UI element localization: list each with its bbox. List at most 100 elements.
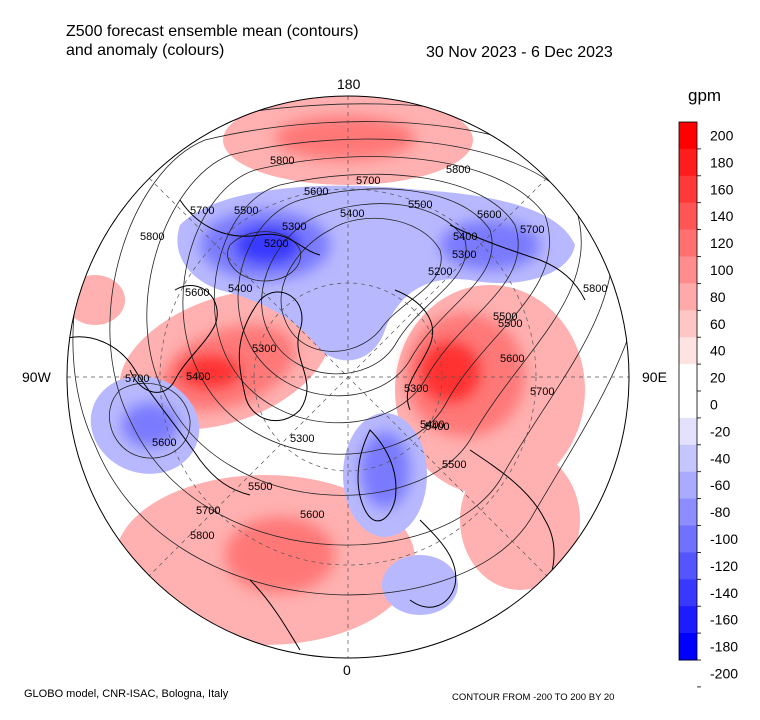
contour-label: 5800 <box>446 164 470 176</box>
colorbar-tick-label: -100 <box>710 531 738 547</box>
contour-label: 5600 <box>185 287 209 299</box>
contour-label: 5600 <box>500 353 524 365</box>
coastline-greenland <box>238 291 308 422</box>
coastline-east-siberia <box>449 224 586 301</box>
contour-label: 5400 <box>228 283 252 295</box>
colorbar-swatch <box>679 364 697 392</box>
colorbar-tick-label: -200 <box>710 665 738 681</box>
colorbar-tick-label: -40 <box>710 450 730 466</box>
colorbar-swatch <box>679 148 697 177</box>
coastlines <box>67 199 586 651</box>
colorbar-tick-label: 80 <box>710 289 726 305</box>
contour-label: 5600 <box>477 209 501 221</box>
contour-label: 5700 <box>530 386 554 398</box>
colorbar-swatch <box>679 229 697 257</box>
positive-anomaly-areas <box>67 96 585 645</box>
coastline-north-america <box>67 336 251 496</box>
positive-anomaly-central-asia <box>460 450 580 590</box>
contour-label: 5400 <box>453 231 477 243</box>
title-line-1: Z500 forecast ensemble mean (contours) <box>66 23 359 40</box>
latitude-circle-30 <box>159 188 537 566</box>
contour-label: 5500 <box>442 459 466 471</box>
colorbar-swatch <box>679 175 697 204</box>
colorbar-swatch <box>679 525 697 553</box>
lat-lon-grid <box>67 96 629 658</box>
longitude-label-90e: 90E <box>642 369 667 385</box>
contour-label: 5500 <box>498 318 522 330</box>
coastline-europe <box>409 519 457 608</box>
colorbar-swatches <box>678 121 701 688</box>
colorbar-tick-label: -20 <box>710 423 730 439</box>
colorbar-tick-label: 20 <box>710 370 726 386</box>
colorbar-swatch <box>679 579 697 607</box>
positive-anomaly-core-north-pacific <box>275 116 415 160</box>
footer-credit: GLOBO model, CNR-ISAC, Bologna, Italy <box>24 688 229 700</box>
contour-5600-loop-north-america <box>109 382 191 459</box>
coastline-africa-north <box>249 579 301 651</box>
colorbar-tick-label: 100 <box>710 262 734 278</box>
colorbar-tick-label: -120 <box>710 558 738 574</box>
colorbar-swatch <box>679 337 697 365</box>
title-line-2: and anomaly (colours) <box>66 42 225 59</box>
meridian-135e-45w <box>149 178 547 576</box>
coastline-scandinavia <box>357 429 397 522</box>
longitude-label-0: 0 <box>343 662 351 678</box>
contour-label: 5700 <box>190 205 214 217</box>
colorbar-tick-label: 180 <box>710 154 734 170</box>
anomaly-field <box>67 96 629 651</box>
colorbar-tick-label: 120 <box>710 235 734 251</box>
colorbar-tick-label: 140 <box>710 208 734 224</box>
colorbar-swatch <box>679 256 697 284</box>
contour-label: 5700 <box>125 373 149 385</box>
colorbar-unit: gpm <box>688 86 722 105</box>
contour-label: 5800 <box>190 530 214 542</box>
contour-label: 5700 <box>356 175 380 187</box>
contour-5700 <box>146 138 582 496</box>
contour-5300 <box>261 203 467 375</box>
longitude-label-90w: 90W <box>22 369 51 385</box>
contour-label: 5200 <box>264 238 288 250</box>
colorbar-swatch <box>679 283 697 311</box>
colorbar-tick-label: -60 <box>710 477 730 493</box>
footer-contour-info: CONTOUR FROM -200 TO 200 BY 20 <box>452 692 615 703</box>
colorbar-tick-label: 60 <box>710 316 726 332</box>
contour-label: 5400 <box>340 208 364 220</box>
contour-label: 5500 <box>248 481 272 493</box>
colorbar-swatch <box>679 310 697 338</box>
contour-5200-low-bering <box>227 231 301 282</box>
colorbar-swatch <box>679 471 697 500</box>
map-boundary <box>66 95 630 659</box>
positive-anomaly-cores <box>160 116 525 593</box>
contour-label: 5600 <box>300 509 324 521</box>
contour-5200 <box>280 217 442 352</box>
colorbar-swatch <box>679 552 697 580</box>
colorbar-tick-label: -180 <box>710 639 738 655</box>
contour-label: 5400 <box>425 421 449 433</box>
negative-anomaly-mediterranean <box>382 555 458 615</box>
colorbar-tick-label: 40 <box>710 343 726 359</box>
colorbar-swatch <box>679 122 697 150</box>
contour-5600 <box>182 156 550 455</box>
colorbar-tick-label: 200 <box>710 127 734 143</box>
contour-label: 5300 <box>252 343 276 355</box>
contour-5400 <box>237 188 493 397</box>
contour-label: 5300 <box>404 383 428 395</box>
coastline-alaska <box>179 199 321 256</box>
contour-label: 5400 <box>186 371 210 383</box>
contour-label: 5700 <box>520 224 544 236</box>
contour-5500 <box>213 173 519 424</box>
contour-label: 5500 <box>408 199 432 211</box>
contour-label: 5800 <box>583 283 607 295</box>
colorbar-tick-label: 160 <box>710 181 734 197</box>
colorbar-swatch <box>679 498 697 526</box>
positive-anomaly-core-atlantic <box>225 517 335 593</box>
positive-anomaly-peak-siberia <box>420 342 480 402</box>
colorbar-tick-label: 0 <box>710 396 718 412</box>
contour-label: 5600 <box>304 186 328 198</box>
forecast-date-range: 30 Nov 2023 - 6 Dec 2023 <box>426 44 613 61</box>
colorbar-swatch <box>679 202 697 231</box>
contour-label: 5500 <box>493 311 517 323</box>
contour-label: 5800 <box>140 231 164 243</box>
contour-label: 5700 <box>196 505 220 517</box>
contour-labels: 5800 5700 5600 5500 5400 5300 5200 5800 … <box>125 155 607 542</box>
